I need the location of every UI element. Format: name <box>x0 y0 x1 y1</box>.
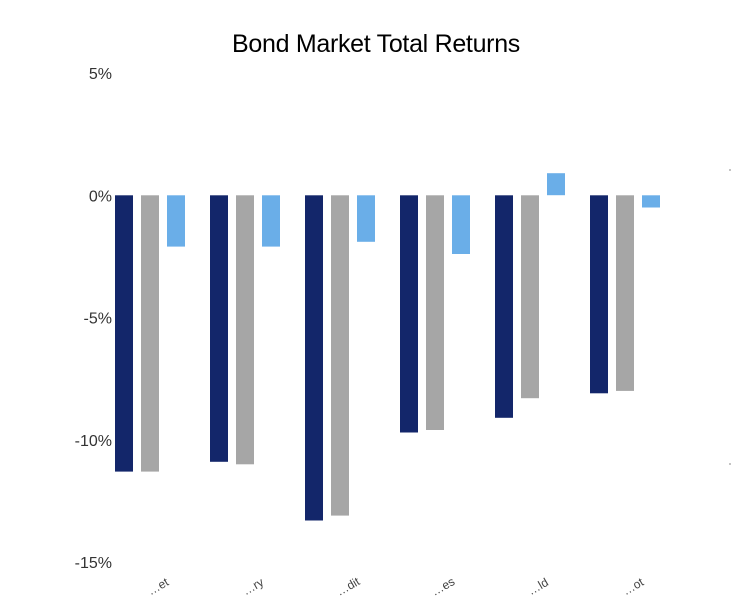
x-tick-label: …dit <box>334 574 363 599</box>
bar <box>426 195 444 430</box>
x-tick-label: …et <box>145 575 172 598</box>
bar <box>642 195 660 208</box>
bar <box>495 195 513 418</box>
bar <box>357 195 375 242</box>
bar <box>236 195 254 465</box>
x-axis: …et …ry …dit …es …ld …ot <box>145 574 647 599</box>
bar <box>331 195 349 516</box>
x-tick-label: …ry <box>240 575 266 598</box>
x-tick-label: …es <box>429 574 457 598</box>
bar <box>590 195 608 394</box>
bar <box>616 195 634 391</box>
bar <box>547 173 565 196</box>
bar <box>167 195 185 247</box>
edge-mark <box>729 463 731 465</box>
x-tick-label: …ot <box>620 575 647 598</box>
edge-mark <box>729 169 731 171</box>
bar <box>115 195 133 472</box>
bar <box>521 195 539 399</box>
bars <box>115 173 660 521</box>
x-tick-label: …ld <box>525 575 550 598</box>
bar <box>141 195 159 472</box>
bar <box>305 195 323 521</box>
plot-edge-marks <box>729 169 731 465</box>
y-tick-label: -10% <box>75 433 112 450</box>
bar <box>452 195 470 254</box>
y-axis: 5% 0% -5% -10% -15% <box>75 66 112 572</box>
y-tick-label: -5% <box>84 311 112 328</box>
bar <box>400 195 418 433</box>
y-tick-label: -15% <box>75 555 112 572</box>
bar <box>210 195 228 462</box>
y-tick-label: 5% <box>89 66 112 83</box>
chart-title: Bond Market Total Returns <box>231 30 521 58</box>
y-tick-label: 0% <box>89 188 112 205</box>
bar <box>262 195 280 247</box>
